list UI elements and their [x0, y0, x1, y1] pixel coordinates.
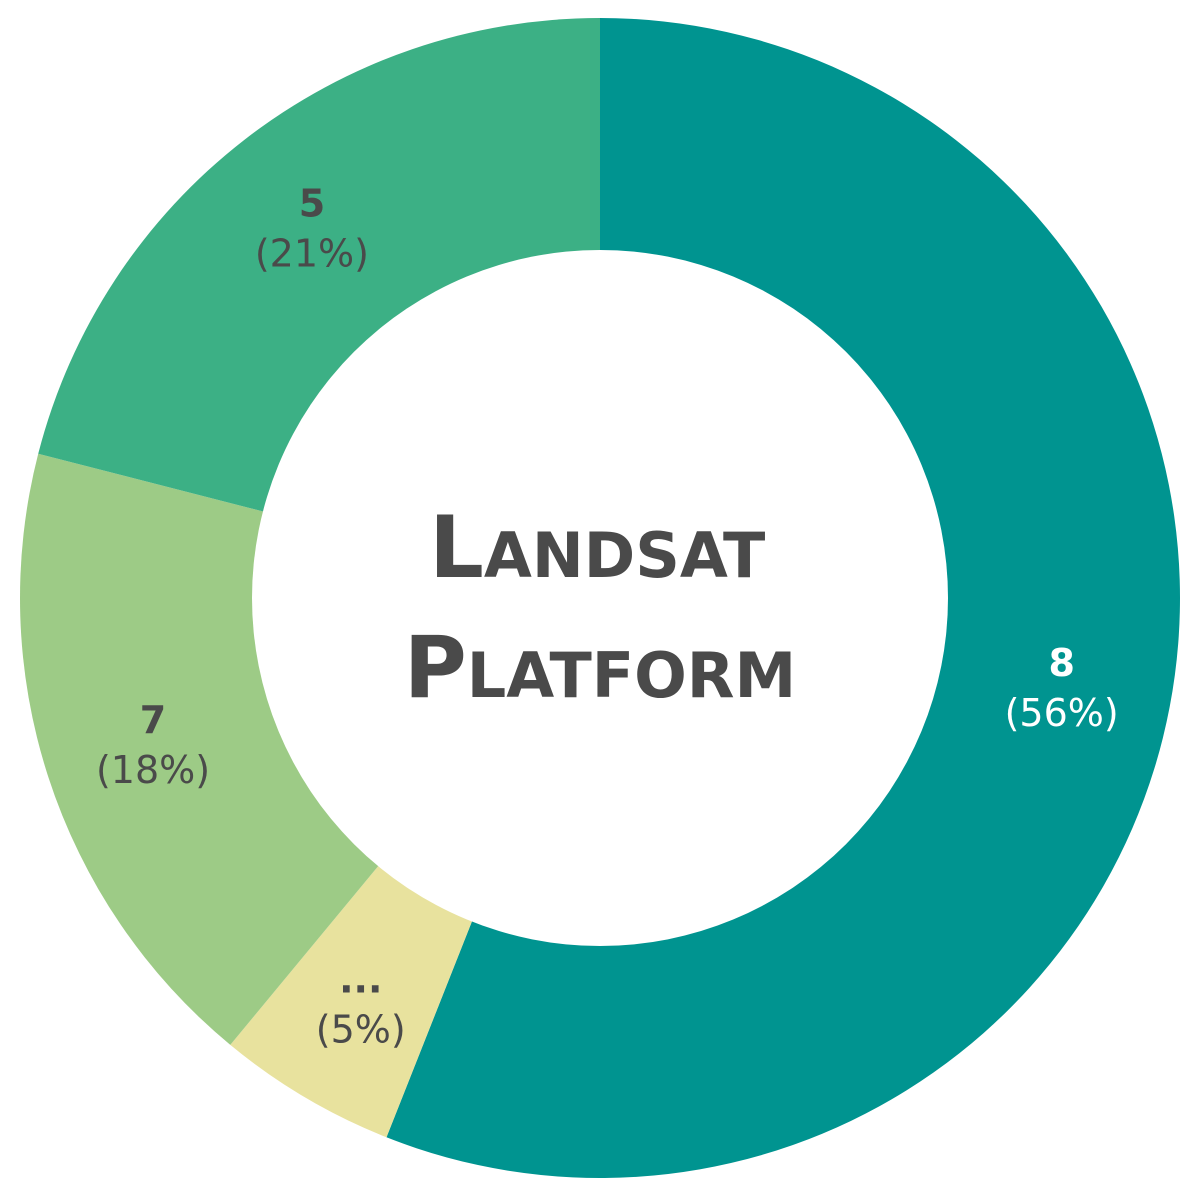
slice-labels: 8 (56%)... (5%) 7 (18%) 5 (21%) — [96, 182, 1119, 1052]
center-title-line2: PLATFORM — [404, 618, 797, 718]
slice-percent-4: (21%) — [255, 232, 369, 276]
slice-percent-2: (5%) — [316, 1008, 406, 1052]
slice-label-3: 7 — [140, 698, 166, 742]
donut-hole — [252, 250, 948, 946]
slice-label-2: ... — [339, 958, 382, 1002]
slice-percent-1: (56%) — [1005, 691, 1119, 735]
slice-label-1: 8 — [1048, 641, 1074, 685]
slice-label-4: 5 — [299, 182, 325, 226]
slice-percent-3: (18%) — [96, 748, 210, 792]
center-title: LANDSAT PLATFORM — [404, 498, 797, 718]
center-title-line1: LANDSAT — [429, 498, 771, 598]
